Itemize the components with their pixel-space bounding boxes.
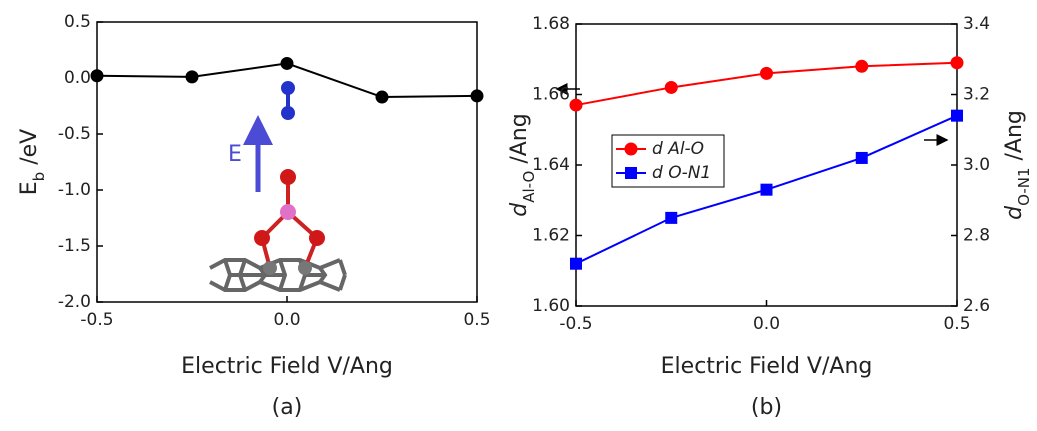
y-tick-label: 3.4 <box>963 14 990 34</box>
y-tick-label: -1.5 <box>58 236 91 256</box>
y-tick-label: 1.60 <box>532 296 570 316</box>
marker <box>760 67 773 80</box>
marker <box>570 99 583 112</box>
marker <box>665 212 677 224</box>
y-axis-label: Eb /eV <box>17 129 48 195</box>
marker <box>376 91 389 104</box>
x-axis-label: Electric Field V/Ang <box>661 354 873 379</box>
y-tick-label: 3.2 <box>963 85 990 105</box>
y-tick-label: 1.62 <box>532 226 570 246</box>
y-axis-label-sub: b <box>30 172 48 182</box>
x-tick-label: 0.0 <box>753 314 780 334</box>
y-tick-label: 1.66 <box>532 85 570 105</box>
y2-axis-label-sub: O-N1 <box>1015 168 1033 206</box>
y2-axis-label-unit: /Ang <box>1002 110 1027 167</box>
legend-label: d Al-O <box>652 139 704 159</box>
field-label: E <box>228 142 242 167</box>
y2-axis-label: dO-N1 /Ang <box>1002 110 1033 220</box>
x-tick-label: -0.5 <box>559 314 592 334</box>
marker <box>665 81 678 94</box>
legend-label: d O-N1 <box>652 163 711 183</box>
y-axis-label-main: E <box>17 181 42 195</box>
marker <box>856 152 868 164</box>
y-tick-label: 3.0 <box>963 155 990 175</box>
marker <box>625 143 638 156</box>
marker <box>625 167 637 179</box>
y-tick-label: 2.8 <box>963 226 990 246</box>
marker <box>186 70 199 83</box>
y-axis-label-unit: /eV <box>17 129 42 172</box>
figure: E -0.5 0.0 0.5 -2.0 -1.5 -1.0 -0.5 0.0 0.5 Electr… <box>0 0 1037 431</box>
y-tick-label: -2.0 <box>58 292 91 312</box>
marker <box>91 69 104 82</box>
marker <box>570 258 582 270</box>
y-axis-label-sub: Al-O <box>520 171 538 203</box>
x-tick-label: -0.5 <box>80 310 113 330</box>
caption: (a) <box>272 395 303 420</box>
molecule-inset <box>210 260 345 290</box>
marker <box>951 110 963 122</box>
y-axis-label-unit: /Ang <box>507 113 532 170</box>
y-tick-label: 0.0 <box>64 68 91 88</box>
marker <box>855 60 868 73</box>
marker <box>471 89 484 102</box>
y2-axis-label-main: d <box>1002 205 1027 220</box>
y-tick-label: 1.68 <box>532 14 570 34</box>
y-tick-label: 1.64 <box>532 155 570 175</box>
x-tick-label: 0.5 <box>943 314 970 334</box>
x-axis-label: Electric Field V/Ang <box>181 354 393 379</box>
x-tick-label: 0.5 <box>463 310 490 330</box>
y-tick-label: 2.6 <box>963 296 990 316</box>
y-tick-label: -1.0 <box>58 180 91 200</box>
y-tick-label: 0.5 <box>64 12 91 32</box>
molecule-atoms <box>254 81 325 275</box>
y-axis-label-main: d <box>507 202 532 217</box>
y-tick-label: -0.5 <box>58 124 91 144</box>
x-tick-label: 0.0 <box>273 310 300 330</box>
marker <box>281 57 294 70</box>
axis-arrows <box>557 89 947 140</box>
caption: (b) <box>751 395 782 420</box>
marker <box>951 56 964 69</box>
marker <box>761 184 773 196</box>
